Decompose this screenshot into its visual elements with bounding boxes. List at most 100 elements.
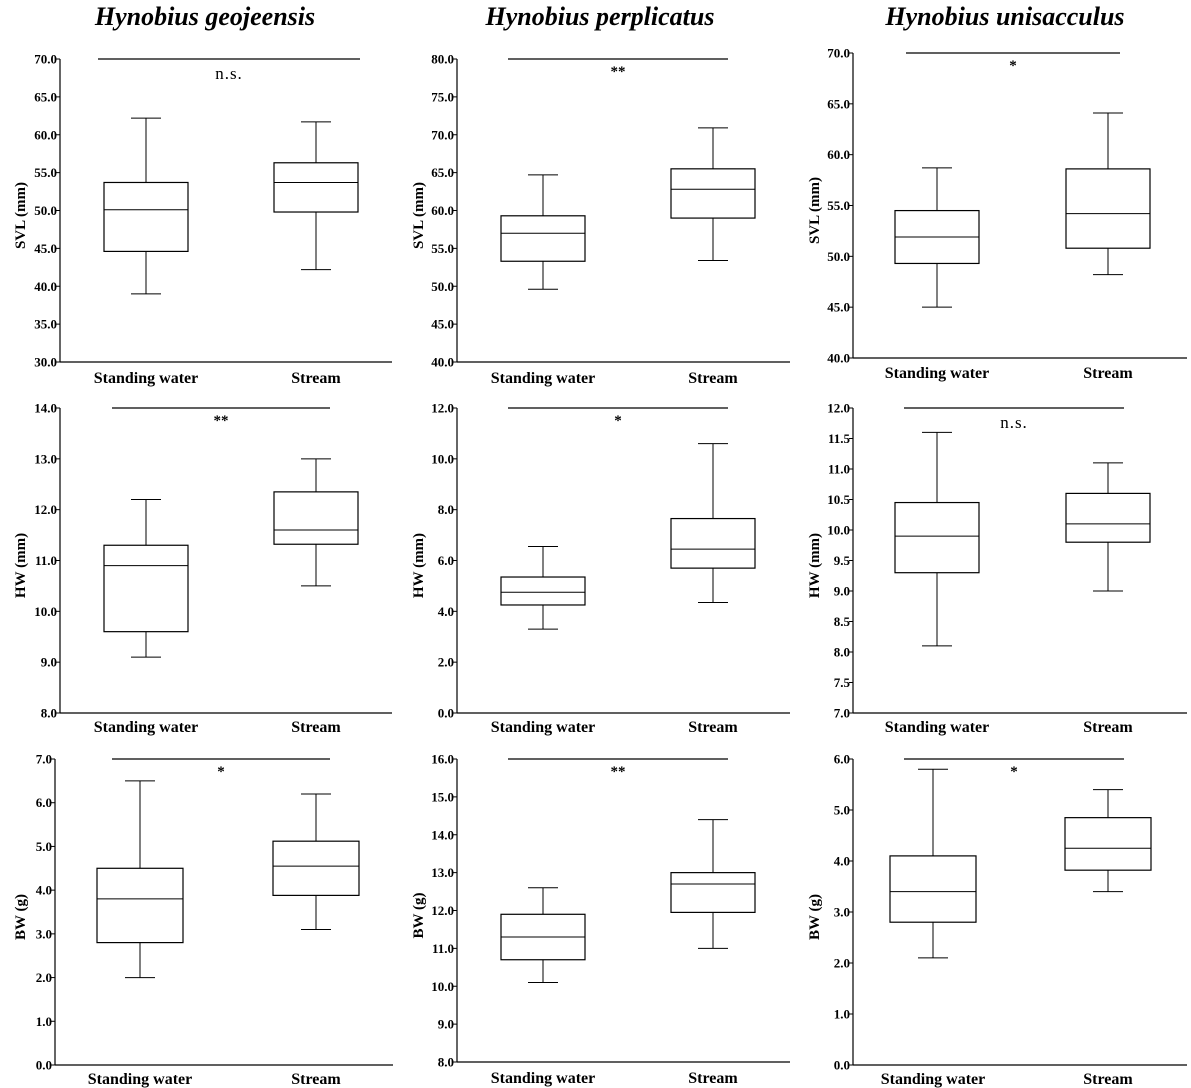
- y-tick-label: 60.0: [431, 203, 454, 218]
- y-tick-label: 55.0: [34, 165, 57, 180]
- x-category-label: Standing water: [881, 1071, 985, 1088]
- y-tick-label: 13.0: [34, 451, 57, 466]
- significance-label: **: [611, 764, 626, 780]
- iqr-box: [96, 867, 184, 944]
- y-axis-title: SVL (mm): [13, 182, 29, 249]
- y-tick-label: 6.0: [834, 752, 850, 767]
- iqr-box: [500, 576, 586, 606]
- y-tick-label: 45.0: [827, 300, 850, 315]
- y-axis-title: BW (g): [411, 893, 427, 939]
- y-tick-label: 10.0: [34, 604, 57, 619]
- x-category-label: Standing water: [94, 370, 198, 387]
- x-category-label: Standing water: [885, 365, 989, 382]
- y-tick-label: 7.0: [834, 706, 850, 721]
- y-tick-label: 10.5: [827, 492, 850, 507]
- significance-label: **: [214, 413, 229, 429]
- y-tick-label: 65.0: [34, 89, 57, 104]
- y-tick-label: 60.0: [34, 127, 57, 142]
- x-category-label: Stream: [291, 1071, 341, 1088]
- y-tick-label: 4.0: [36, 883, 52, 898]
- y-tick-label: 7.0: [36, 752, 52, 767]
- iqr-box: [273, 162, 359, 213]
- y-tick-label: 3.0: [36, 926, 52, 941]
- y-tick-label: 4.0: [438, 604, 454, 619]
- y-tick-label: 50.0: [827, 249, 850, 264]
- iqr-box: [1065, 492, 1151, 543]
- y-axis-title: HW (mm): [807, 533, 823, 598]
- y-axis-title: SVL (mm): [807, 177, 823, 244]
- y-tick-label: 16.0: [431, 752, 454, 767]
- iqr-box: [670, 168, 756, 219]
- y-tick-label: 9.0: [41, 655, 57, 670]
- y-tick-label: 8.5: [834, 614, 851, 629]
- y-tick-label: 65.0: [431, 165, 454, 180]
- y-tick-label: 8.0: [41, 706, 57, 721]
- y-tick-label: 15.0: [431, 789, 454, 804]
- y-tick-label: 2.0: [36, 970, 52, 985]
- y-tick-label: 65.0: [827, 96, 850, 111]
- y-tick-label: 45.0: [34, 241, 57, 256]
- y-axis-title: HW (mm): [411, 533, 427, 598]
- y-tick-label: 1.0: [834, 1007, 850, 1022]
- x-category-label: Stream: [291, 370, 341, 387]
- y-tick-label: 45.0: [431, 317, 454, 332]
- significance-label: n.s.: [1000, 413, 1028, 432]
- iqr-box: [1065, 168, 1151, 249]
- y-tick-label: 8.0: [438, 502, 454, 517]
- y-tick-label: 3.0: [834, 905, 850, 920]
- y-axis-title: BW (g): [807, 894, 823, 940]
- y-axis-title: BW (g): [13, 894, 29, 940]
- y-tick-label: 30.0: [34, 355, 57, 370]
- x-category-label: Standing water: [94, 719, 198, 736]
- y-tick-label: 35.0: [34, 317, 57, 332]
- x-category-label: Standing water: [491, 719, 595, 736]
- x-category-label: Standing water: [491, 1070, 595, 1087]
- y-tick-label: 6.0: [36, 795, 52, 810]
- y-tick-label: 10.0: [431, 979, 454, 994]
- y-tick-label: 5.0: [36, 839, 52, 854]
- y-tick-label: 8.0: [438, 1055, 454, 1070]
- y-tick-label: 70.0: [431, 127, 454, 142]
- x-category-label: Standing water: [885, 719, 989, 736]
- y-tick-label: 70.0: [34, 52, 57, 67]
- y-tick-label: 14.0: [431, 827, 454, 842]
- y-tick-label: 50.0: [431, 279, 454, 294]
- column-title-perplicatus: Hynobius perplicatus: [485, 2, 715, 31]
- y-tick-label: 11.0: [35, 553, 57, 568]
- x-category-label: Stream: [1083, 719, 1133, 736]
- y-tick-label: 12.0: [431, 903, 454, 918]
- y-tick-label: 5.0: [834, 803, 850, 818]
- y-tick-label: 1.0: [36, 1014, 52, 1029]
- column-title-geojeensis: Hynobius geojeensis: [94, 2, 316, 31]
- y-axis-title: HW (mm): [13, 533, 29, 598]
- iqr-box: [670, 872, 756, 913]
- y-tick-label: 0.0: [834, 1058, 850, 1073]
- x-category-label: Stream: [688, 370, 738, 387]
- x-category-label: Stream: [688, 1070, 738, 1087]
- significance-label: *: [1009, 58, 1017, 74]
- y-axis-title: SVL (mm): [411, 182, 427, 249]
- x-category-label: Stream: [688, 719, 738, 736]
- significance-label: **: [611, 64, 626, 80]
- y-tick-label: 40.0: [34, 279, 57, 294]
- y-tick-label: 11.0: [432, 941, 454, 956]
- y-tick-label: 12.0: [34, 502, 57, 517]
- x-category-label: Stream: [1083, 365, 1133, 382]
- y-tick-label: 0.0: [36, 1058, 52, 1073]
- y-tick-label: 2.0: [438, 655, 454, 670]
- y-tick-label: 6.0: [438, 553, 454, 568]
- iqr-box: [889, 855, 977, 923]
- y-tick-label: 55.0: [431, 241, 454, 256]
- iqr-box: [103, 544, 189, 633]
- significance-label: *: [217, 764, 225, 780]
- y-tick-label: 11.0: [828, 462, 850, 477]
- iqr-box: [272, 840, 360, 896]
- iqr-box: [103, 181, 189, 253]
- y-tick-label: 40.0: [827, 351, 850, 366]
- y-tick-label: 9.5: [834, 553, 851, 568]
- y-tick-label: 9.0: [834, 584, 850, 599]
- iqr-box: [894, 501, 980, 574]
- column-title-unisacculus: Hynobius unisacculus: [885, 2, 1125, 31]
- y-tick-label: 40.0: [431, 355, 454, 370]
